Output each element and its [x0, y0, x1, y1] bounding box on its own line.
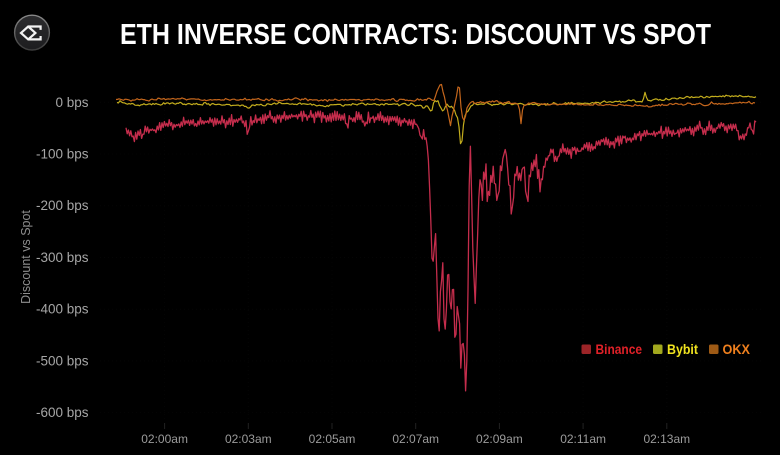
svg-text:02:09am: 02:09am — [476, 432, 523, 446]
svg-text:-400 bps: -400 bps — [36, 302, 89, 317]
svg-text:ETH INVERSE CONTRACTS: DISCOUN: ETH INVERSE CONTRACTS: DISCOUNT VS SPOT — [120, 19, 711, 51]
svg-text:-300 bps: -300 bps — [36, 250, 89, 265]
svg-text:-600 bps: -600 bps — [36, 405, 89, 420]
svg-text:02:05am: 02:05am — [309, 432, 356, 446]
svg-text:OKX: OKX — [723, 342, 751, 357]
svg-text:02:03am: 02:03am — [225, 432, 272, 446]
svg-text:02:07am: 02:07am — [392, 432, 439, 446]
svg-text:Discount vs Spot: Discount vs Spot — [19, 210, 33, 304]
svg-text:-100 bps: -100 bps — [36, 147, 89, 162]
svg-text:02:00am: 02:00am — [141, 432, 188, 446]
svg-text:02:13am: 02:13am — [643, 432, 690, 446]
svg-text:Binance: Binance — [596, 342, 643, 357]
svg-text:0 bps: 0 bps — [55, 95, 88, 110]
svg-text:02:11am: 02:11am — [560, 432, 606, 446]
svg-text:Bybit: Bybit — [667, 342, 698, 357]
svg-text:-200 bps: -200 bps — [36, 198, 89, 213]
svg-text:-500 bps: -500 bps — [36, 353, 89, 368]
